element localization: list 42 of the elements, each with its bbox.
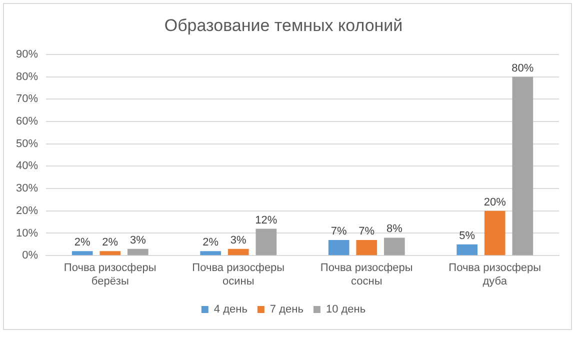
bar: [128, 248, 148, 256]
bar: [456, 244, 478, 256]
bar: [200, 251, 222, 256]
data-label: 5%: [459, 230, 476, 242]
bar: [100, 251, 121, 256]
chart-title: Образование темных колоний: [164, 16, 403, 35]
bar: [356, 240, 378, 256]
y-tick-label: 20%: [16, 204, 38, 217]
x-tick-label: Почва ризосферы осины: [192, 262, 285, 288]
x-tick-label: Почва ризосферы берёзы: [64, 262, 156, 288]
bar: [72, 251, 93, 256]
data-label: 7%: [358, 225, 375, 238]
y-tick-label: 40%: [16, 160, 38, 172]
data-label: 80%: [512, 62, 534, 74]
y-tick-label: 30%: [16, 182, 38, 195]
data-label: 7%: [330, 225, 348, 238]
y-tick-label: 60%: [16, 116, 38, 128]
y-tick-label: 50%: [16, 138, 38, 150]
data-label: 2%: [202, 236, 219, 249]
data-label: 8%: [386, 223, 403, 236]
bar: [256, 228, 277, 256]
data-label: 3%: [230, 234, 247, 246]
data-label: 2%: [102, 236, 118, 249]
bar: [328, 240, 350, 256]
y-tick-label: 70%: [16, 93, 38, 106]
data-label: 20%: [484, 196, 506, 208]
y-tick-label: 0%: [22, 250, 38, 262]
legend-label: 10 день: [326, 304, 366, 316]
x-tick-label: Почва ризосферы сосны: [320, 262, 413, 288]
bar: [512, 76, 534, 256]
legend-label: 4 день: [214, 304, 248, 316]
data-label: 12%: [255, 214, 278, 226]
y-tick-label: 80%: [16, 70, 38, 83]
data-label: 2%: [74, 236, 91, 249]
bar: [384, 238, 405, 256]
data-label: 3%: [130, 234, 146, 246]
x-tick-label: Почва ризосферы дуба: [448, 262, 542, 288]
y-tick-label: 10%: [16, 227, 38, 240]
bar: [228, 248, 249, 256]
bar: [484, 210, 506, 256]
legend-label: 7 день: [270, 304, 304, 316]
y-tick-label: 90%: [16, 48, 38, 60]
